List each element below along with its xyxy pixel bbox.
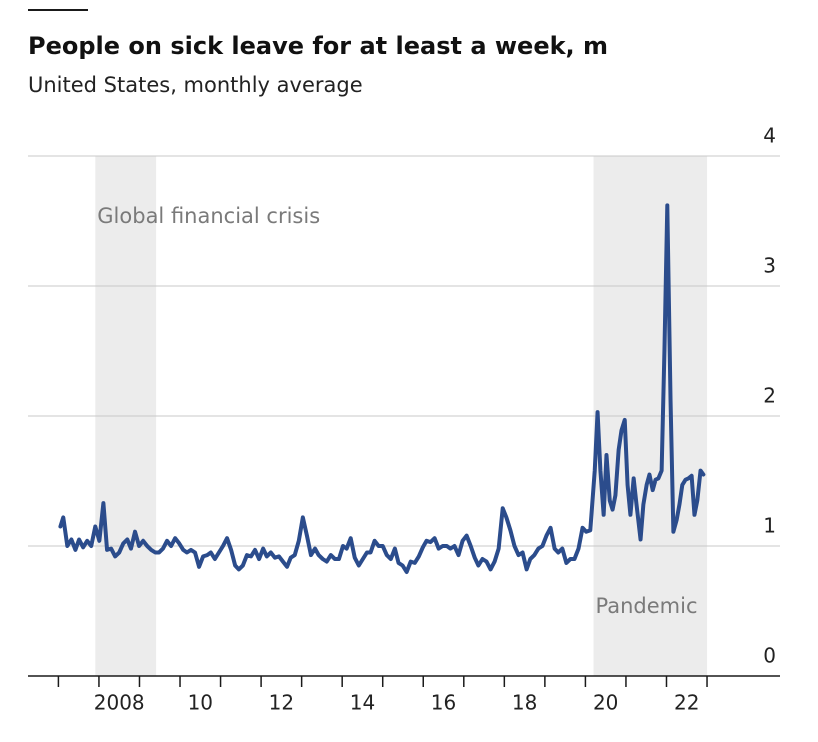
y-tick-label: 2 bbox=[763, 384, 776, 408]
data-line bbox=[58, 203, 706, 574]
x-tick-label: 12 bbox=[269, 691, 294, 715]
x-tick-label: 20 bbox=[593, 691, 618, 715]
x-tick-label: 2008 bbox=[94, 691, 145, 715]
x-tick-label: 22 bbox=[674, 691, 699, 715]
chart-title: People on sick leave for at least a week… bbox=[28, 32, 608, 60]
x-tick-label: 10 bbox=[188, 691, 213, 715]
shaded-label: Pandemic bbox=[596, 594, 698, 618]
y-tick-label: 0 bbox=[763, 644, 776, 668]
x-tick-label: 16 bbox=[431, 691, 456, 715]
x-tick-label: 14 bbox=[350, 691, 375, 715]
chart-subtitle: United States, monthly average bbox=[28, 73, 363, 97]
x-tick-label: 18 bbox=[512, 691, 537, 715]
plot bbox=[58, 203, 706, 574]
y-tick-label: 3 bbox=[763, 254, 776, 278]
y-tick-label: 4 bbox=[763, 124, 776, 148]
shaded-label: Global financial crisis bbox=[97, 204, 320, 228]
y-tick-label: 1 bbox=[763, 514, 776, 538]
